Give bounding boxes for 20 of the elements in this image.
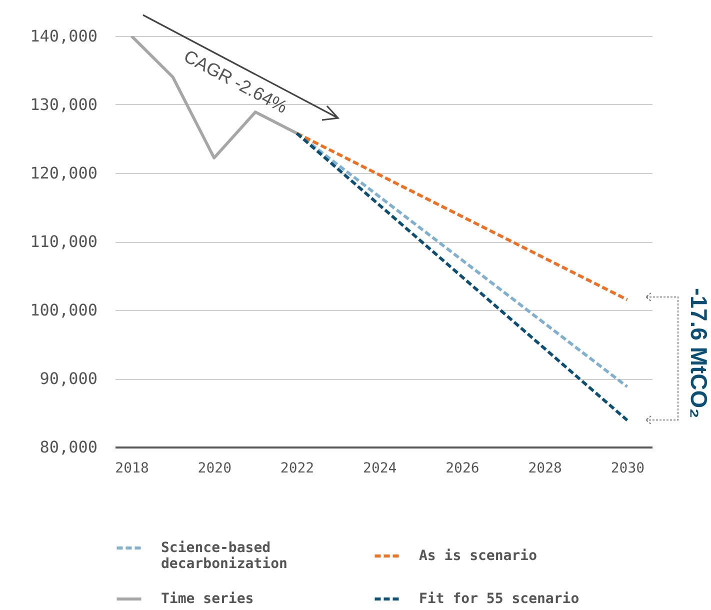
legend-label: Science-based decarbonization: [161, 540, 288, 572]
y-tick-label: 130,000: [30, 95, 98, 114]
x-tick-label: 2028: [528, 460, 562, 476]
y-tick-label: 120,000: [30, 164, 98, 182]
x-tick-label: 2020: [198, 460, 232, 476]
x-tick-label: 2030: [610, 460, 645, 476]
legend-label: Fit for 55 scenario: [419, 591, 580, 607]
legend-label: As is scenario: [419, 548, 538, 564]
x-tick-label: 2022: [280, 460, 314, 476]
y-tick-label: 80,000: [40, 438, 98, 456]
y-tick-label: 90,000: [40, 369, 98, 388]
y-tick-label: 100,000: [30, 300, 98, 320]
y-tick-label: 140,000: [30, 26, 98, 46]
text: -17.6 MtCO₂: [685, 288, 711, 418]
x-tick-label: 2024: [363, 460, 397, 476]
x-tick-label: 2026: [446, 460, 480, 476]
x-tick-label: 2018: [115, 460, 149, 476]
line-series: [130, 36, 298, 160]
legend-label: Time series: [161, 591, 254, 607]
y-tick-label: 110,000: [30, 232, 98, 251]
